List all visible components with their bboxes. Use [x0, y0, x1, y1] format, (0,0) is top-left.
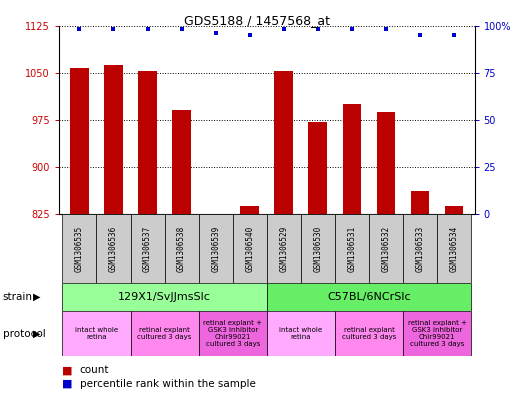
Text: protocol: protocol [3, 329, 45, 339]
Bar [138, 71, 157, 393]
Bar [199, 311, 267, 356]
Text: GSM1306540: GSM1306540 [245, 226, 254, 272]
Point [211, 30, 220, 36]
Text: GSM1306532: GSM1306532 [382, 226, 390, 272]
Bar [233, 214, 267, 283]
Bar [274, 72, 293, 393]
Bar [335, 311, 403, 356]
Bar [241, 206, 259, 393]
Text: ▶: ▶ [33, 292, 41, 302]
Bar [308, 122, 327, 393]
Point [177, 26, 186, 33]
Bar [335, 214, 369, 283]
Bar [445, 206, 463, 393]
Text: GDS5188 / 1457568_at: GDS5188 / 1457568_at [184, 14, 329, 27]
Text: strain: strain [3, 292, 32, 302]
Text: intact whole
retina: intact whole retina [75, 327, 118, 340]
Text: GSM1306529: GSM1306529 [279, 226, 288, 272]
Text: GSM1306539: GSM1306539 [211, 226, 220, 272]
Bar [267, 283, 471, 311]
Text: retinal explant +
GSK3 inhibitor
Chir99021
cultured 3 days: retinal explant + GSK3 inhibitor Chir990… [203, 320, 262, 347]
Point [450, 32, 458, 38]
Point [144, 26, 152, 33]
Text: 129X1/SvJJmsSlc: 129X1/SvJJmsSlc [118, 292, 211, 302]
Text: GSM1306537: GSM1306537 [143, 226, 152, 272]
Point [246, 32, 254, 38]
Text: retinal explant
cultured 3 days: retinal explant cultured 3 days [342, 327, 396, 340]
Text: GSM1306530: GSM1306530 [313, 226, 322, 272]
Bar [267, 214, 301, 283]
Bar [301, 214, 335, 283]
Bar [206, 214, 225, 393]
Text: GSM1306538: GSM1306538 [177, 226, 186, 272]
Bar [369, 214, 403, 283]
Bar [104, 65, 123, 393]
Text: GSM1306533: GSM1306533 [416, 226, 425, 272]
Text: retinal explant +
GSK3 inhibitor
Chir99021
cultured 3 days: retinal explant + GSK3 inhibitor Chir990… [407, 320, 466, 347]
Bar [130, 311, 199, 356]
Bar [267, 311, 335, 356]
Text: ■: ■ [62, 365, 72, 375]
Text: retinal explant
cultured 3 days: retinal explant cultured 3 days [137, 327, 192, 340]
Bar [403, 214, 437, 283]
Point [348, 26, 356, 33]
Bar [63, 311, 130, 356]
Text: ■: ■ [62, 379, 72, 389]
Point [280, 26, 288, 33]
Text: GSM1306534: GSM1306534 [449, 226, 459, 272]
Text: ▶: ▶ [33, 329, 41, 339]
Bar [411, 191, 429, 393]
Bar [165, 214, 199, 283]
Point [75, 26, 84, 33]
Bar [377, 112, 396, 393]
Text: C57BL/6NCrSlc: C57BL/6NCrSlc [327, 292, 411, 302]
Text: GSM1306531: GSM1306531 [347, 226, 357, 272]
Bar [172, 110, 191, 393]
Bar [70, 68, 89, 393]
Bar [343, 104, 361, 393]
Bar [199, 214, 233, 283]
Text: GSM1306536: GSM1306536 [109, 226, 118, 272]
Point [382, 26, 390, 33]
Text: intact whole
retina: intact whole retina [279, 327, 322, 340]
Bar [63, 283, 267, 311]
Point [109, 26, 117, 33]
Bar [403, 311, 471, 356]
Point [416, 32, 424, 38]
Text: percentile rank within the sample: percentile rank within the sample [80, 379, 255, 389]
Bar [63, 214, 96, 283]
Text: count: count [80, 365, 109, 375]
Bar [130, 214, 165, 283]
Text: GSM1306535: GSM1306535 [75, 226, 84, 272]
Bar [437, 214, 471, 283]
Bar [96, 214, 130, 283]
Point [314, 26, 322, 33]
